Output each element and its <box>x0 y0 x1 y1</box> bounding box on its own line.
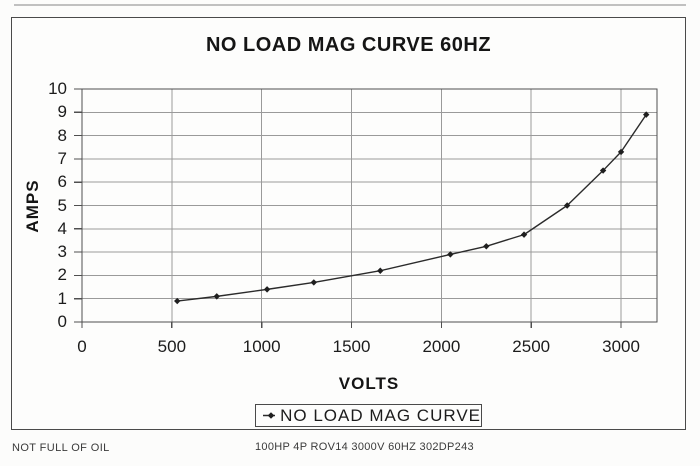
y-tick-label: 5 <box>57 195 67 215</box>
data-point-marker <box>617 148 625 156</box>
data-point-marker <box>563 202 571 209</box>
y-tick-label: 0 <box>57 312 67 331</box>
chart-title: NO LOAD MAG CURVE 60HZ <box>205 34 492 56</box>
data-point-marker <box>310 279 317 286</box>
y-tick-label: 8 <box>57 125 67 145</box>
y-tick-label: 2 <box>57 265 67 285</box>
y-tick-label: 7 <box>57 148 67 168</box>
line-diamond-marker-icon <box>263 412 276 419</box>
footer-note-left: NOT FULL OF OIL <box>12 442 110 454</box>
x-tick-label: 2500 <box>512 337 551 356</box>
scan-artifact-line <box>14 4 686 6</box>
y-tick-label: 10 <box>48 79 67 98</box>
y-tick-label: 9 <box>57 102 67 122</box>
x-tick-label: 2000 <box>422 337 461 356</box>
x-tick-label: 1000 <box>242 337 281 356</box>
data-point-marker <box>483 243 490 250</box>
data-point-marker <box>377 267 384 274</box>
y-tick-label: 3 <box>57 242 67 262</box>
data-point-marker <box>520 231 528 238</box>
x-tick-label: 0 <box>77 337 87 356</box>
y-tick-label: 1 <box>57 288 67 308</box>
legend-label: NO LOAD MAG CURVE <box>280 405 481 425</box>
y-tick-label: 6 <box>57 172 67 192</box>
y-tick-label: 4 <box>57 218 67 238</box>
data-point-marker <box>263 286 271 293</box>
x-tick-label: 500 <box>157 337 187 356</box>
data-point-marker <box>447 251 454 258</box>
legend: NO LOAD MAG CURVE <box>255 404 482 427</box>
chart-frame <box>11 17 686 430</box>
data-point-marker <box>174 297 181 305</box>
data-point-marker <box>643 111 650 118</box>
x-tick-label: 1500 <box>332 337 371 356</box>
data-point-marker <box>599 167 607 174</box>
x-axis-title: VOLTS <box>338 374 400 393</box>
x-tick-label: 3000 <box>602 337 640 356</box>
footer-note-center: 100HP 4P ROV14 3000V 60HZ 302DP243 <box>255 441 474 453</box>
y-axis-title: AMPS <box>23 179 42 233</box>
data-point-marker <box>213 293 220 300</box>
